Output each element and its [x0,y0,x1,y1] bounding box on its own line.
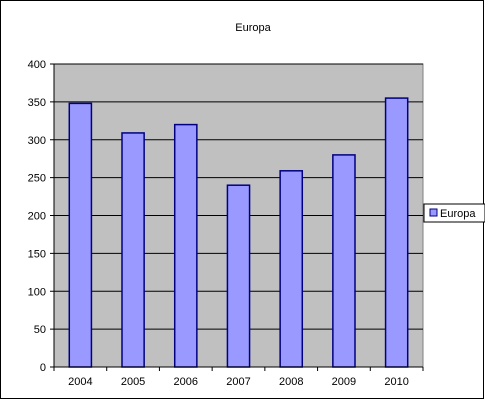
bar [68,102,93,368]
y-tick-label: 150 [28,248,46,260]
x-tick-label: 2004 [68,376,92,388]
y-tick-label: 300 [28,135,46,147]
legend-box [423,203,485,223]
bar [279,170,304,368]
chart-title: Europa [235,22,271,34]
x-tick-label: 2005 [121,376,145,388]
legend-label: Europa [440,208,476,220]
bars [68,97,409,368]
x-tick-label: 2008 [279,376,303,388]
y-tick-label: 400 [28,59,46,71]
y-tick-label: 250 [28,173,46,185]
bar [121,132,145,368]
y-tick-label: 100 [28,286,46,298]
x-tick-label: 2007 [226,376,250,388]
legend: Europa [423,203,485,223]
x-axis: 2004 2005 2006 2007 2008 2009 2010 [53,366,424,388]
bar [173,123,198,368]
y-axis: 0 50 100 150 200 250 300 350 400 [28,59,55,374]
y-tick-label: 0 [40,362,46,374]
legend-swatch [429,208,438,217]
y-tick-label: 350 [28,97,46,109]
x-tick-label: 2009 [332,376,356,388]
y-tick-label: 50 [34,324,46,336]
bar [332,154,356,368]
y-tick-label: 200 [28,211,46,223]
x-tick-label: 2006 [174,376,198,388]
x-tick-label: 2010 [384,376,408,388]
bar [384,97,409,368]
bar [226,184,251,368]
